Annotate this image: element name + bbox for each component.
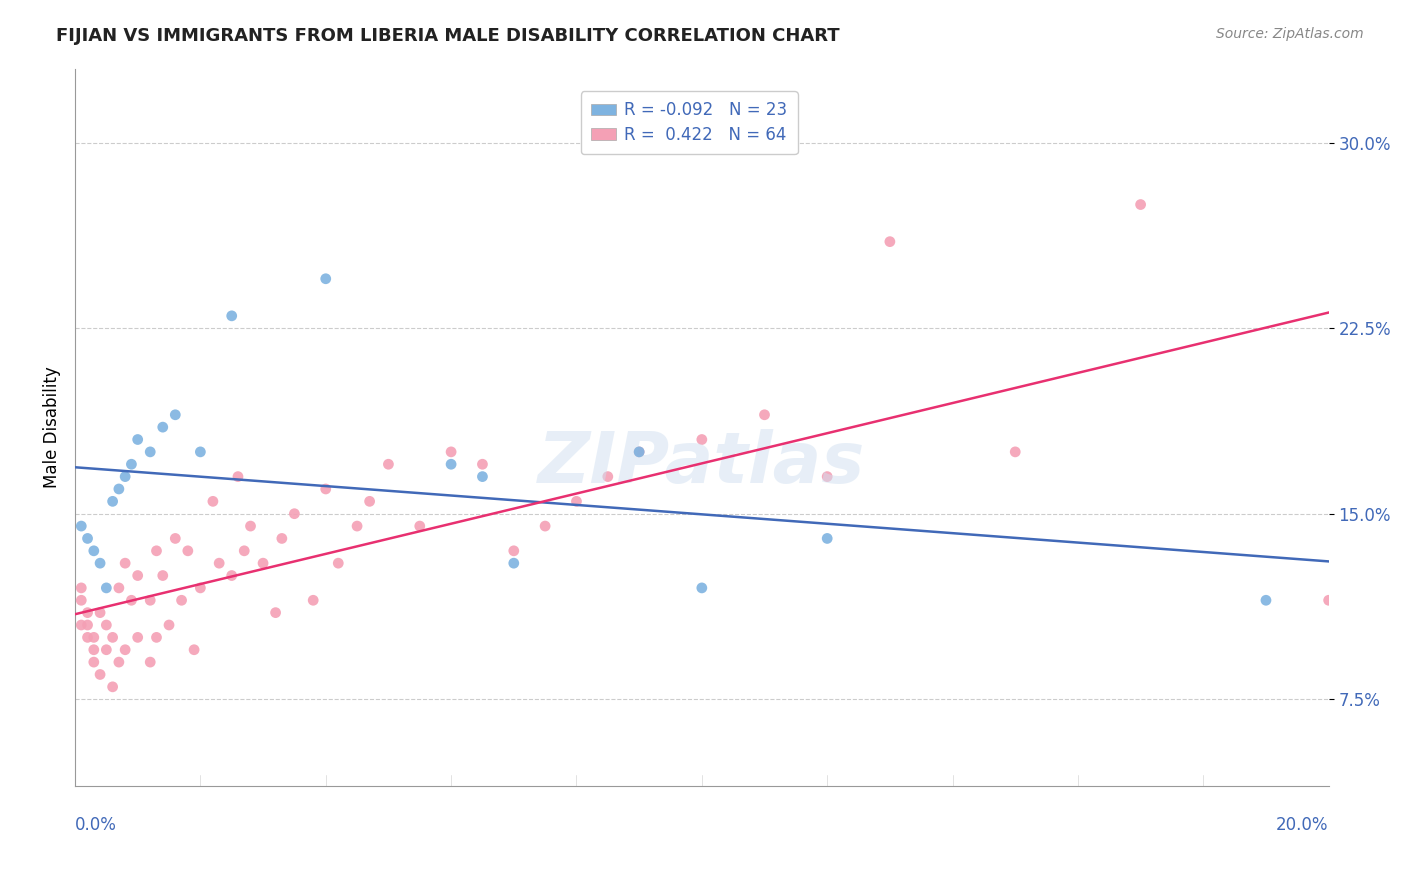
Point (139, 655, 162, 669)
Point (139, 445, 162, 459)
Point (190, 445, 212, 459)
Point (83, 631, 105, 645)
Text: Source: ZipAtlas.com: Source: ZipAtlas.com (1216, 27, 1364, 41)
Point (165, 408, 187, 422)
Point (879, 235, 901, 249)
Y-axis label: Male Disability: Male Disability (44, 367, 60, 488)
Point (221, 568, 243, 582)
Point (252, 556, 274, 570)
Point (440, 457, 463, 471)
Point (83, 655, 105, 669)
Point (114, 469, 136, 483)
Point (815, 532, 838, 546)
Point (359, 494, 381, 508)
Point (315, 271, 337, 285)
Point (1254, 593, 1277, 607)
Point (127, 568, 149, 582)
Point (346, 519, 368, 533)
Point (108, 655, 131, 669)
Point (190, 581, 212, 595)
Point (70, 581, 93, 595)
Point (76, 618, 98, 632)
Point (101, 631, 124, 645)
Point (183, 642, 205, 657)
Point (101, 680, 124, 694)
Point (120, 457, 142, 471)
Point (89, 556, 111, 570)
Point (139, 593, 162, 607)
Text: ZIPatlas: ZIPatlas (538, 428, 866, 498)
Point (76, 631, 98, 645)
Point (114, 556, 136, 570)
Point (70, 519, 93, 533)
Point (127, 433, 149, 447)
Point (96, 618, 118, 632)
Point (264, 606, 287, 620)
Point (101, 494, 124, 508)
Point (628, 445, 651, 459)
Point (201, 494, 224, 508)
Point (177, 543, 200, 558)
Point (409, 519, 432, 533)
Point (1004, 445, 1026, 459)
Point (377, 457, 399, 471)
Point (96, 642, 118, 657)
Point (152, 568, 174, 582)
Point (302, 593, 325, 607)
Point (471, 457, 494, 471)
Point (165, 532, 187, 546)
Point (170, 593, 193, 607)
Point (233, 543, 256, 558)
Point (96, 581, 118, 595)
Point (440, 445, 463, 459)
Point (108, 581, 131, 595)
Point (270, 532, 292, 546)
Point (120, 593, 142, 607)
Point (152, 420, 174, 434)
Point (127, 631, 149, 645)
Point (145, 631, 167, 645)
Point (76, 606, 98, 620)
Point (328, 556, 350, 570)
Point (565, 494, 588, 508)
Point (108, 482, 131, 496)
Point (83, 642, 105, 657)
Point (89, 606, 111, 620)
Point (754, 408, 776, 422)
Text: FIJIAN VS IMMIGRANTS FROM LIBERIA MALE DISABILITY CORRELATION CHART: FIJIAN VS IMMIGRANTS FROM LIBERIA MALE D… (56, 27, 839, 45)
Point (534, 519, 557, 533)
Point (502, 543, 524, 558)
Text: 20.0%: 20.0% (1277, 816, 1329, 834)
Point (1129, 197, 1152, 211)
Point (502, 556, 524, 570)
Point (208, 556, 231, 570)
Point (283, 507, 305, 521)
Point (628, 445, 651, 459)
Point (221, 309, 243, 323)
Point (315, 482, 337, 496)
Legend: R = -0.092   N = 23, R =  0.422   N = 64: R = -0.092 N = 23, R = 0.422 N = 64 (581, 91, 797, 153)
Point (226, 469, 249, 483)
Point (815, 469, 838, 483)
Point (114, 642, 136, 657)
Point (70, 618, 93, 632)
Point (70, 593, 93, 607)
Point (596, 469, 619, 483)
Point (76, 532, 98, 546)
Point (690, 433, 713, 447)
Point (239, 519, 262, 533)
Point (157, 618, 180, 632)
Point (1317, 593, 1340, 607)
Point (690, 581, 713, 595)
Point (145, 543, 167, 558)
Point (83, 543, 105, 558)
Text: 0.0%: 0.0% (75, 816, 117, 834)
Point (471, 469, 494, 483)
Point (89, 667, 111, 681)
